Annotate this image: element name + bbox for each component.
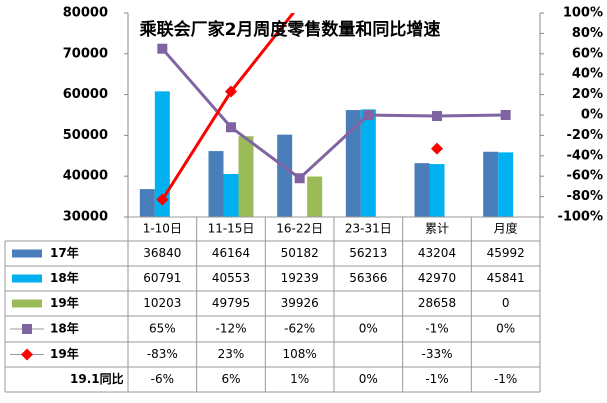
y2-tick-label: 40% xyxy=(572,67,603,82)
legend-swatch xyxy=(12,249,42,258)
y2-tick-label: -100% xyxy=(557,210,603,225)
bar xyxy=(238,136,254,217)
legend-label: 17年 xyxy=(50,245,79,260)
line-marker xyxy=(431,142,443,155)
table-cell: 45992 xyxy=(487,246,525,260)
y2-tick-label: -40% xyxy=(566,148,603,163)
table-cell: 0% xyxy=(359,322,378,336)
line-marker xyxy=(22,324,32,334)
y2-tick-label: 60% xyxy=(572,46,603,61)
legend-swatch xyxy=(12,299,42,308)
lines xyxy=(156,0,511,206)
table-cell: 28658 xyxy=(418,296,456,310)
table-cell: -62% xyxy=(284,322,315,336)
bar xyxy=(498,152,514,217)
line xyxy=(161,47,506,181)
y2-tick-label: 80% xyxy=(572,26,603,41)
x-tick-label: 23-31日 xyxy=(345,222,392,236)
bar xyxy=(307,176,323,217)
table-cell: 65% xyxy=(149,322,176,336)
line-marker xyxy=(294,173,305,184)
table-cell: 39926 xyxy=(281,296,319,310)
y2-tick-label: 0% xyxy=(581,108,603,123)
table-cell: 49795 xyxy=(212,296,250,310)
y2-tick-label: -80% xyxy=(566,189,603,204)
table-cell: 46164 xyxy=(212,246,250,260)
table-cell: 50182 xyxy=(281,246,319,260)
x-tick-label: 11-15日 xyxy=(208,222,255,236)
line-marker xyxy=(226,122,236,133)
y-tick-label: 50000 xyxy=(63,128,108,143)
bar xyxy=(360,109,376,217)
table-cell: 40553 xyxy=(212,271,250,285)
legend-label: 19.1同比 xyxy=(70,371,124,386)
table-cell: -1% xyxy=(425,372,448,386)
table-cell: -83% xyxy=(147,347,178,361)
table-cell: 43204 xyxy=(418,246,456,260)
x-tick-label: 累计 xyxy=(425,222,449,236)
table-cell: 23% xyxy=(218,347,245,361)
line-marker xyxy=(500,110,511,120)
table-cell: 60791 xyxy=(143,271,181,285)
legend-swatch xyxy=(12,274,42,283)
table-cell: -1% xyxy=(494,372,517,386)
table-cell: 0% xyxy=(496,322,515,336)
y2-tick-label: -20% xyxy=(566,128,603,143)
bar xyxy=(429,164,445,217)
table-cell: 19239 xyxy=(281,271,319,285)
y-tick-label: 70000 xyxy=(63,46,108,61)
table-cell: -33% xyxy=(421,347,452,361)
table-cell: 56213 xyxy=(349,246,387,260)
y-tick-label: 40000 xyxy=(63,169,108,184)
x-tick-label: 1-10日 xyxy=(143,222,182,236)
y2-tick-label: 20% xyxy=(572,87,603,102)
bar xyxy=(223,173,239,217)
line-marker xyxy=(225,85,237,98)
y2-tick-label: -60% xyxy=(566,169,603,184)
table-cell: -6% xyxy=(151,372,174,386)
y-tick-label: 60000 xyxy=(63,87,108,102)
table-cell: -12% xyxy=(215,322,246,336)
chart-title: 乘联会厂家2月周度零售数量和同比增速 xyxy=(139,19,441,40)
table-cell: 6% xyxy=(221,372,240,386)
legend-label: 18年 xyxy=(50,321,79,336)
table-cell: 108% xyxy=(283,347,317,361)
y2-tick-label: 100% xyxy=(563,6,603,21)
line-marker xyxy=(363,110,374,120)
line-marker xyxy=(156,193,169,206)
bar xyxy=(345,110,361,217)
bar xyxy=(483,151,499,217)
data-table: 1-10日 11-15日 16-22日 23-31日 累计 月度 17年 36840 46164… xyxy=(4,216,541,393)
table-cell: 10203 xyxy=(143,296,181,310)
bars xyxy=(139,91,514,217)
bar xyxy=(154,91,170,217)
bar xyxy=(139,189,155,217)
table-cell: 36840 xyxy=(143,246,181,260)
table-cell: 0 xyxy=(502,296,510,310)
x-tick-label: 16-22日 xyxy=(276,222,323,236)
axes: 30000 40000 50000 60000 70000 80000 -100% -80% -… xyxy=(63,6,603,225)
line-marker xyxy=(294,0,306,11)
line-marker xyxy=(157,43,168,54)
table-cell: 45841 xyxy=(487,271,525,285)
legend-label: 19年 xyxy=(50,346,79,361)
bar xyxy=(277,134,293,217)
bar xyxy=(414,163,430,217)
table-cell: -1% xyxy=(425,322,448,336)
legend-label: 18年 xyxy=(50,270,79,285)
y-tick-label: 80000 xyxy=(63,6,108,21)
line-marker xyxy=(21,348,33,361)
y-tick-label: 30000 xyxy=(63,210,108,225)
bar xyxy=(208,151,224,217)
x-tick-label: 月度 xyxy=(494,221,518,236)
table-cell: 1% xyxy=(290,372,309,386)
table-cell: 0% xyxy=(359,372,378,386)
legend-label: 19年 xyxy=(50,295,79,310)
table-cell: 56366 xyxy=(349,271,387,285)
table-cell: 42970 xyxy=(418,271,456,285)
line-marker xyxy=(432,111,442,122)
